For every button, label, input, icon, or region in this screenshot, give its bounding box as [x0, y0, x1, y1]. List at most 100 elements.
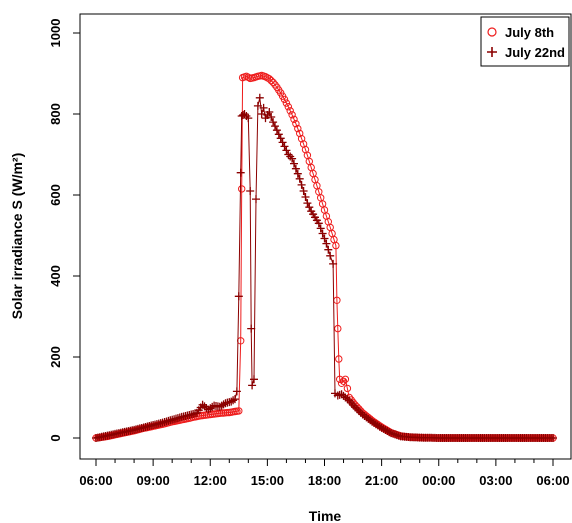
y-tick-label: 800	[48, 103, 63, 125]
data-point	[253, 101, 262, 110]
data-point	[354, 406, 363, 415]
data-point	[337, 379, 346, 387]
data-point	[240, 110, 249, 118]
y-tick-label: 400	[48, 265, 63, 287]
x-tick-label: 12:00	[194, 473, 227, 488]
data-point	[303, 199, 312, 208]
data-point	[316, 224, 325, 233]
data-point	[284, 150, 293, 159]
data-point	[324, 245, 333, 254]
data-point	[244, 114, 253, 123]
data-point	[549, 434, 557, 442]
data-point	[271, 122, 279, 131]
data-point	[385, 428, 394, 437]
y-axis-title: Solar irradiance S (W/m²)	[9, 153, 25, 319]
data-point	[232, 387, 241, 396]
series-july-8th	[92, 71, 557, 442]
data-point	[301, 193, 310, 201]
data-point	[318, 229, 327, 238]
y-tick-label: 0	[48, 434, 63, 441]
data-point	[290, 159, 298, 168]
data-point	[351, 403, 359, 412]
plot-frame	[79, 13, 572, 460]
data-point	[291, 164, 300, 173]
data-point	[250, 375, 258, 384]
data-point	[282, 146, 291, 155]
data-point	[295, 174, 304, 183]
data-point	[296, 129, 304, 138]
legend-box	[480, 16, 570, 67]
data-point	[261, 73, 270, 81]
data-point	[320, 234, 329, 243]
legend: July 8th July 22nd	[480, 16, 570, 67]
data-point	[352, 405, 361, 413]
data-point	[293, 169, 302, 178]
data-point	[278, 138, 287, 147]
x-tick-label: 06:00	[79, 473, 112, 488]
data-point	[269, 118, 278, 127]
data-point	[341, 375, 350, 383]
x-axis: 06:00 09:00 12:00 15:00 18:00 21:00 00:00 03:00…	[79, 458, 570, 488]
data-point	[329, 259, 338, 268]
data-point	[343, 395, 352, 404]
data-point	[244, 73, 253, 82]
data-point	[290, 115, 298, 124]
data-point	[269, 78, 277, 87]
x-tick-label: 00:00	[422, 473, 455, 488]
y-axis: 0 200 400 600 800 1000	[48, 19, 81, 442]
data-point	[274, 130, 283, 139]
data-point	[336, 375, 344, 383]
data-point	[394, 431, 403, 440]
data-point	[272, 126, 281, 135]
data-point	[235, 407, 243, 415]
data-point	[236, 168, 245, 177]
data-point	[252, 195, 260, 204]
data-point	[267, 76, 275, 85]
data-point	[280, 142, 289, 151]
x-tick-label: 18:00	[308, 473, 341, 488]
x-tick-label: 09:00	[137, 473, 170, 488]
legend-marker-july-8th	[487, 27, 497, 37]
data-point	[288, 111, 296, 119]
data-point	[326, 251, 335, 260]
data-point	[322, 239, 331, 248]
x-tick-label: 06:00	[536, 473, 569, 488]
data-point	[238, 185, 246, 193]
data-point	[282, 99, 291, 107]
data-point	[314, 219, 323, 228]
data-point	[288, 154, 297, 163]
series-july-22nd	[92, 93, 557, 442]
data-point	[229, 396, 238, 405]
data-point	[246, 187, 255, 195]
data-point	[265, 108, 274, 116]
x-axis-title: Time	[309, 508, 342, 523]
data-point	[284, 103, 292, 111]
data-point	[339, 377, 348, 385]
y-tick-label: 200	[48, 346, 63, 368]
x-tick-label: 15:00	[251, 473, 284, 488]
data-point	[305, 203, 314, 212]
data-point	[248, 381, 257, 390]
data-point	[267, 113, 276, 121]
data-point	[231, 395, 239, 404]
series-layer	[92, 71, 557, 442]
data-point	[292, 120, 300, 128]
legend-marker-july-22nd	[487, 47, 497, 57]
data-point	[299, 187, 308, 195]
data-point	[286, 107, 294, 115]
data-point	[297, 180, 306, 189]
data-point	[234, 292, 243, 301]
data-point	[391, 430, 399, 439]
y-tick-label: 1000	[48, 19, 63, 48]
data-point	[247, 324, 256, 333]
data-point	[332, 241, 340, 250]
data-point	[280, 95, 289, 104]
x-tick-label: 03:00	[479, 473, 512, 488]
data-point	[259, 103, 268, 112]
series-line	[95, 74, 553, 439]
legend-label-july-22nd: July 22nd	[505, 45, 565, 60]
y-tick-label: 600	[48, 184, 63, 206]
data-point	[255, 93, 264, 102]
